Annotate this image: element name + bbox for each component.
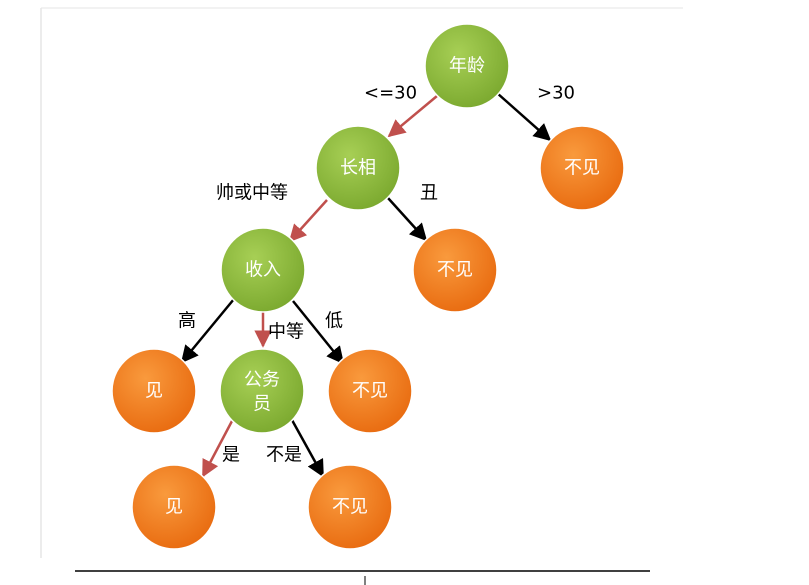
edge-label-income-medium: 中等 [268, 322, 304, 343]
edge-civil-servant-to-no [290, 419, 325, 478]
node-income: 收入 [220, 227, 306, 313]
node-civil-servant-circle [219, 348, 305, 434]
leaf-age-gt30-circle [539, 125, 625, 211]
leaf-civil-servant-no-label: 不见 [332, 497, 368, 518]
node-civil-servant-label-line2: 员 [253, 394, 271, 415]
leaf-income-high-label: 见 [145, 381, 163, 402]
leaf-income-low-label: 不见 [352, 381, 388, 402]
node-civil-servant: 公务 员 [219, 348, 305, 434]
edge-income-to-low [292, 300, 345, 365]
node-appearance-label: 长相 [340, 158, 376, 179]
edge-appearance-to-leaf [387, 197, 428, 242]
leaf-civil-servant-yes: 见 [131, 464, 217, 550]
edge-label-income-high: 高 [178, 311, 196, 332]
node-age-circle [424, 23, 510, 109]
leaf-income-high: 见 [111, 348, 197, 434]
edge-appearance-to-income [288, 199, 328, 243]
leaf-income-low-circle [327, 348, 413, 434]
edge-label-civil-servant-yes: 是 [222, 445, 240, 466]
leaf-ugly-label: 不见 [437, 260, 473, 281]
node-age: 年龄 [424, 23, 510, 109]
node-appearance: 长相 [315, 125, 401, 211]
edge-age-to-appearance [387, 95, 438, 138]
edge-label-civil-servant-no: 不是 [266, 445, 302, 466]
edge-label-income-low: 低 [325, 311, 343, 332]
leaf-civil-servant-yes-circle [131, 464, 217, 550]
leaf-ugly: 不见 [412, 227, 498, 313]
node-age-label: 年龄 [449, 56, 485, 77]
leaf-age-gt30: 不见 [539, 125, 625, 211]
leaf-income-high-circle [111, 348, 197, 434]
leaf-civil-servant-yes-label: 见 [165, 497, 183, 518]
edge-label-ugly: 丑 [420, 183, 438, 204]
leaf-civil-servant-no: 不见 [307, 464, 393, 550]
edge-age-to-leaf [496, 92, 552, 142]
edge-label-handsome-or-medium: 帅或中等 [216, 183, 288, 204]
node-income-label: 收入 [245, 260, 281, 281]
leaf-income-low: 不见 [327, 348, 413, 434]
node-income-circle [220, 227, 306, 313]
edge-civil-servant-to-yes [201, 420, 234, 478]
edge-label-age-gt30: >30 [537, 83, 575, 104]
node-appearance-circle [315, 125, 401, 211]
leaf-age-gt30-label: 不见 [564, 158, 600, 179]
node-civil-servant-label-line1: 公务 [244, 370, 280, 391]
edge-label-age-le30: <=30 [364, 83, 417, 104]
edge-income-to-high [180, 298, 235, 364]
leaf-ugly-circle [412, 227, 498, 313]
leaf-civil-servant-no-circle [307, 464, 393, 550]
